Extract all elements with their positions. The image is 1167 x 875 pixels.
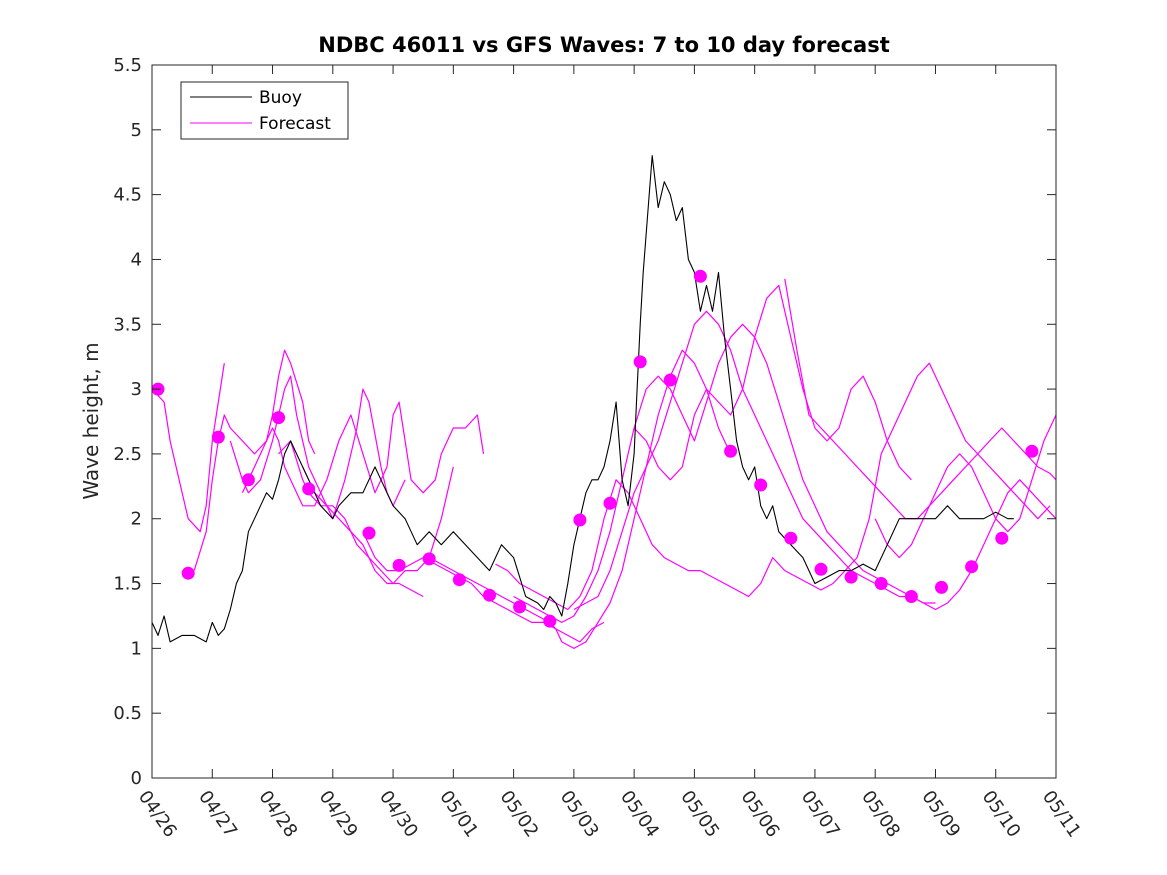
forecast-line	[874, 414, 1057, 559]
forecast-marker	[754, 478, 768, 492]
forecast-marker	[422, 552, 436, 566]
y-tick-label: 3.5	[113, 314, 142, 335]
forecast-line	[302, 466, 424, 598]
forecast-marker	[362, 526, 376, 540]
forecast-marker	[693, 269, 707, 283]
y-tick-label: 1.5	[113, 574, 142, 595]
forecast-marker	[814, 562, 828, 576]
forecast-marker	[211, 430, 225, 444]
forecast-marker	[241, 473, 255, 487]
forecast-marker	[392, 558, 406, 572]
y-tick-label: 5	[131, 120, 142, 141]
forecast-line	[495, 362, 1051, 611]
y-tick-label: 5.5	[113, 55, 142, 76]
forecast-marker	[302, 482, 316, 496]
forecast-marker	[663, 373, 677, 387]
forecast-line	[784, 278, 1057, 520]
y-tick-label: 3	[131, 379, 142, 400]
plot-markers	[151, 269, 1039, 628]
legend-entry-buoy: Buoy	[259, 88, 302, 108]
legend: Buoy Forecast	[180, 81, 349, 140]
forecast-marker	[874, 577, 888, 590]
y-axis-label: Wave height, m	[79, 342, 103, 499]
forecast-marker	[935, 580, 948, 594]
plot-frame	[151, 64, 1057, 779]
buoy-line	[151, 155, 1014, 643]
forecast-marker	[543, 614, 557, 628]
y-tick-label: 2	[131, 509, 142, 530]
forecast-line	[193, 349, 316, 571]
y-tick-label: 4.5	[113, 185, 142, 206]
forecast-line	[633, 284, 912, 481]
y-tick-label: 2.5	[113, 444, 142, 465]
forecast-marker	[513, 600, 527, 614]
forecast-line	[513, 323, 1057, 624]
forecast-marker	[965, 560, 979, 574]
forecast-marker	[784, 531, 798, 545]
y-tick-label: 1	[131, 638, 142, 659]
plot-area	[152, 65, 1056, 778]
forecast-marker	[603, 496, 617, 510]
forecast-line	[241, 401, 485, 507]
forecast-marker	[844, 570, 858, 584]
forecast-marker	[904, 590, 918, 603]
forecast-marker	[483, 588, 496, 602]
forecast-marker	[272, 411, 286, 425]
chart-title: NDBC 46011 vs GFS Waves: 7 to 10 day for…	[318, 33, 889, 57]
forecast-marker	[452, 573, 466, 587]
forecast-marker	[633, 355, 647, 369]
y-tick-label: 0.5	[113, 703, 142, 724]
legend-box	[180, 81, 349, 140]
forecast-marker	[995, 531, 1009, 545]
forecast-marker	[724, 444, 738, 458]
y-tick-label: 4	[131, 249, 142, 270]
forecast-line	[428, 349, 732, 650]
forecast-marker	[181, 566, 195, 580]
forecast-line	[151, 363, 225, 533]
y-tick-label: 0	[131, 768, 142, 789]
legend-entry-forecast: Forecast	[259, 114, 331, 134]
forecast-marker	[573, 513, 587, 527]
forecast-marker	[1025, 444, 1039, 458]
y-axis: 0 0.5 1 1.5 2 2.5 3 3.5 4 4.5 5 5.5	[113, 55, 1056, 789]
